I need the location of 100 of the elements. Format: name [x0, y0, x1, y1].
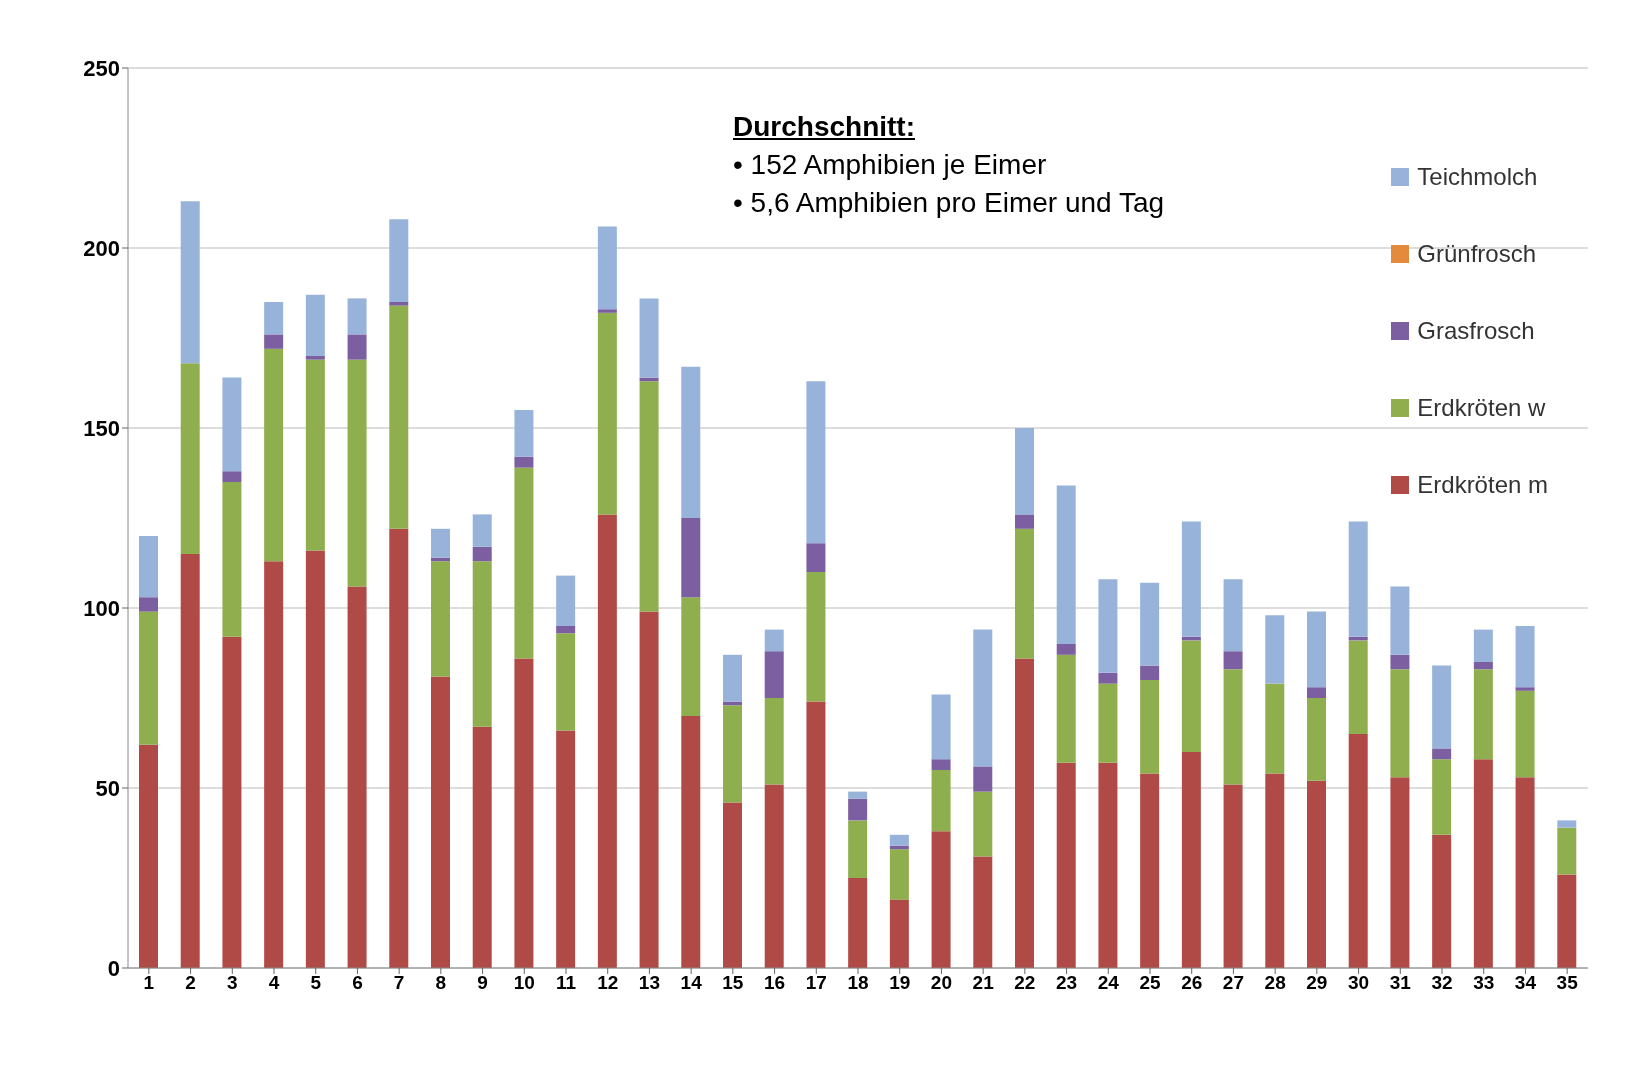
bar — [1307, 611, 1326, 688]
x-tick-label: 4 — [268, 972, 280, 994]
bar — [514, 467, 534, 659]
bar — [1432, 834, 1452, 968]
x-tick-label: 12 — [597, 972, 619, 994]
x-tick-label: 23 — [1056, 972, 1078, 994]
bar — [806, 381, 826, 544]
bar — [931, 770, 951, 832]
bar — [597, 514, 617, 968]
x-tick-label: 18 — [847, 972, 869, 994]
bar — [1015, 658, 1034, 968]
x-tick-label: 31 — [1389, 972, 1412, 994]
bar — [848, 791, 868, 799]
bar — [431, 561, 450, 677]
bar — [389, 305, 409, 529]
x-tick-label: 21 — [972, 972, 995, 994]
bar — [1557, 827, 1577, 875]
bar — [264, 348, 284, 562]
bar — [556, 575, 576, 626]
bar — [389, 528, 409, 968]
bar — [222, 377, 242, 472]
bar — [723, 705, 742, 803]
bar — [514, 456, 534, 468]
bar — [973, 791, 993, 857]
bar — [973, 629, 993, 767]
bar — [723, 654, 742, 702]
annotation: • 5,6 Amphibien pro Eimer und Tag — [733, 186, 1165, 220]
bar — [848, 820, 868, 878]
bar — [1390, 586, 1410, 655]
bar — [931, 759, 951, 770]
bar — [472, 546, 492, 562]
bar — [681, 716, 701, 968]
bar — [764, 698, 784, 785]
legend-label: Grasfrosch — [1417, 316, 1535, 345]
x-tick-label: 1 — [143, 972, 155, 994]
annotation: • 152 Amphibien je Eimer — [733, 148, 1048, 182]
bar — [1515, 690, 1535, 778]
bar — [556, 626, 576, 634]
bar — [973, 766, 993, 792]
bar — [1223, 669, 1243, 785]
x-tick-label: 16 — [764, 972, 786, 994]
x-tick-label: 2 — [185, 972, 196, 994]
bar — [597, 312, 617, 515]
y-tick-label: 150 — [83, 415, 120, 441]
x-tick-label: 34 — [1514, 972, 1537, 994]
x-tick-label: 30 — [1348, 972, 1370, 994]
x-tick-label: 6 — [352, 972, 363, 994]
x-tick-label: 20 — [930, 972, 952, 994]
bar — [1181, 640, 1201, 752]
y-tick-label: 250 — [83, 55, 120, 81]
bar — [1265, 615, 1285, 684]
bar — [1056, 654, 1076, 763]
bar — [1223, 579, 1243, 652]
bar — [472, 514, 492, 547]
x-tick-label: 10 — [513, 972, 535, 994]
bar — [764, 629, 784, 652]
bar — [264, 561, 284, 968]
bar — [723, 802, 742, 968]
x-tick-label: 15 — [722, 972, 744, 994]
bar — [305, 294, 325, 356]
bar — [556, 730, 576, 968]
legend-label: Teichmolch — [1417, 162, 1538, 191]
bar — [597, 309, 617, 313]
x-tick-label: 35 — [1556, 972, 1579, 994]
x-tick-label: 33 — [1473, 972, 1495, 994]
bar — [931, 831, 951, 968]
bar — [222, 471, 242, 482]
bar — [1098, 762, 1118, 968]
x-tick-label: 25 — [1139, 972, 1161, 994]
y-tick-label: 200 — [83, 235, 120, 261]
bar — [389, 302, 409, 306]
x-tick-label: 3 — [227, 972, 238, 994]
bar — [848, 878, 868, 968]
bar — [1098, 579, 1118, 673]
bar — [1015, 514, 1034, 529]
bar — [180, 201, 200, 364]
bar — [1056, 762, 1076, 968]
x-tick-label: 7 — [393, 972, 405, 994]
bar — [1140, 665, 1160, 680]
bar — [639, 611, 659, 968]
x-tick-label: 32 — [1431, 972, 1453, 994]
bar — [139, 744, 158, 968]
bar — [1390, 777, 1410, 968]
bar — [1473, 669, 1493, 760]
bar — [639, 298, 659, 378]
legend-label: Erdkröten m — [1417, 470, 1548, 499]
bar — [1140, 680, 1160, 774]
bar — [1348, 640, 1368, 734]
bar — [889, 834, 909, 846]
bar — [1307, 780, 1326, 968]
bar — [806, 701, 826, 968]
bar — [848, 798, 868, 821]
bar — [1432, 665, 1452, 749]
bar — [139, 536, 158, 598]
y-tick-label: 50 — [95, 775, 120, 801]
bar — [1557, 874, 1577, 968]
bar — [347, 359, 367, 587]
bar — [305, 550, 325, 968]
bar — [889, 899, 909, 968]
bar — [1181, 752, 1201, 968]
